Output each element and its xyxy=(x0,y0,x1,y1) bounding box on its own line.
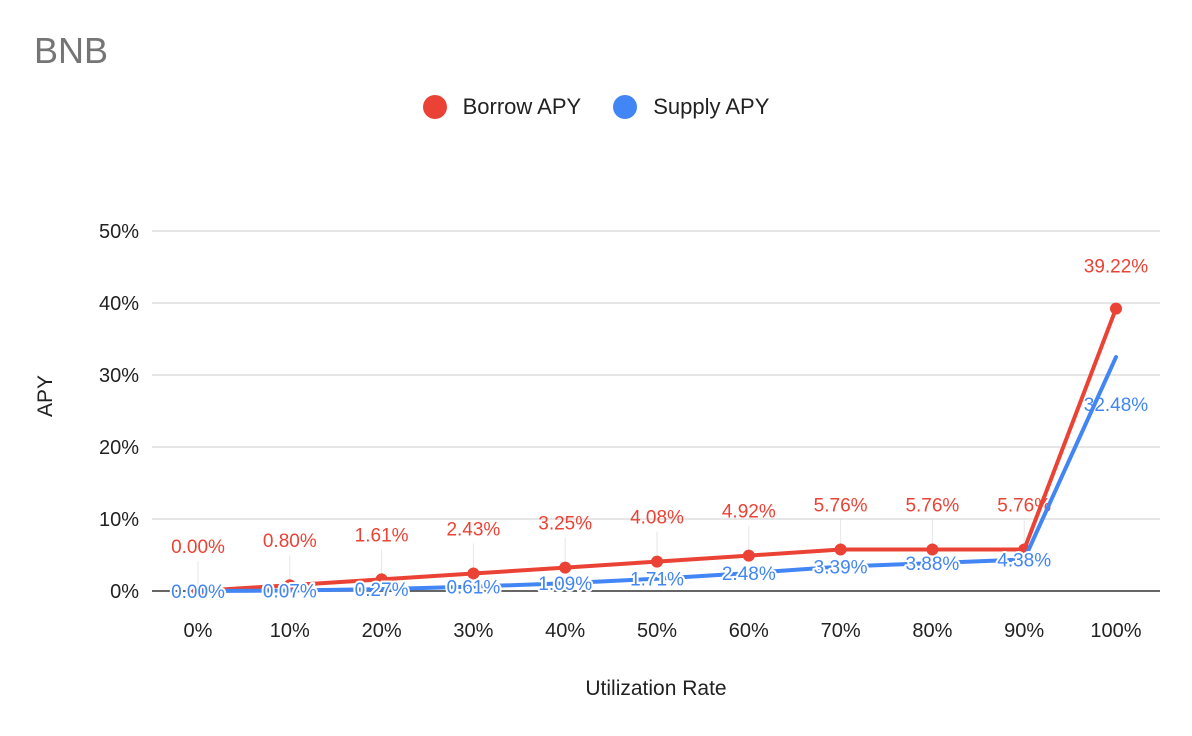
data-label-halo: 1.71% xyxy=(630,570,684,591)
data-label-borrow: 4.08% xyxy=(630,508,684,529)
data-label-halo: 3.39% xyxy=(814,558,868,579)
data-label-supply: 3.39% xyxy=(814,558,868,579)
data-label-borrow: 5.76% xyxy=(814,496,868,517)
data-label-halo: 1.09% xyxy=(538,574,592,595)
legend-swatch-supply xyxy=(613,95,638,119)
data-label-borrow: 5.76% xyxy=(905,496,959,517)
x-tick-label: 10% xyxy=(270,620,310,642)
data-label-supply: 2.48% xyxy=(722,564,776,585)
series-line-supply xyxy=(196,355,1118,593)
x-tick-label: 100% xyxy=(1090,620,1141,642)
x-tick-label: 50% xyxy=(637,620,677,642)
series-borrow: 0.00% 0.80% 1.61% 2.43% 3.25% 4.08% 4.92% 5.76%… xyxy=(171,257,1148,597)
data-label-borrow: 1.61% xyxy=(355,525,409,546)
x-tick-label: 30% xyxy=(453,620,493,642)
y-tick-label: 20% xyxy=(99,437,139,459)
data-point-borrow xyxy=(559,561,572,574)
x-tick-label: 40% xyxy=(545,620,585,642)
gridlines xyxy=(152,230,1160,592)
y-axis-title: APY xyxy=(34,375,57,417)
y-tick-label: 30% xyxy=(99,365,139,387)
y-tick-label: 10% xyxy=(99,509,139,531)
legend-item-borrow[interactable]: Borrow APY xyxy=(422,94,582,120)
data-label-halo: 0.61% xyxy=(446,578,500,599)
data-label-supply: 1.71% xyxy=(630,570,684,591)
data-label-halo: 0.27% xyxy=(355,580,409,601)
data-label-supply: 0.61% xyxy=(446,578,500,599)
data-label-borrow: 4.92% xyxy=(722,502,776,523)
data-label-supply: 0.27% xyxy=(355,580,409,601)
data-label-borrow: 2.43% xyxy=(446,520,500,541)
data-label-halo: 3.88% xyxy=(905,554,959,575)
series-supply: 0.00%0.00% 0.07%0.07% 0.27%0.27% 0.61%0.61%… xyxy=(169,355,1149,605)
data-label-halo: 0.00% xyxy=(171,582,225,603)
data-point-borrow xyxy=(1110,302,1122,315)
data-label-halo: 4.38% xyxy=(997,550,1051,571)
x-tick-label: 0% xyxy=(184,620,213,642)
y-tick-label: 40% xyxy=(99,293,139,315)
data-label-borrow: 3.25% xyxy=(538,514,592,535)
data-label-borrow: 0.80% xyxy=(263,531,317,552)
x-axis: 0% 10% 20% 30% 40% 50% 60% 70% 80% 90% 100% xyxy=(184,620,1142,642)
x-axis-title: Utilization Rate xyxy=(585,677,726,700)
chart-title: BNB xyxy=(34,30,109,71)
data-label-halo: 0.07% xyxy=(263,581,317,602)
y-tick-label: 0% xyxy=(110,581,139,603)
data-point-borrow xyxy=(651,555,663,568)
x-tick-label: 90% xyxy=(1004,620,1044,642)
data-label-supply: 0.07% xyxy=(263,581,317,602)
data-point-borrow xyxy=(467,567,480,580)
legend-swatch-borrow xyxy=(422,95,447,119)
x-tick-label: 60% xyxy=(729,620,769,642)
data-label-supply: 3.88% xyxy=(905,554,959,575)
x-tick-label: 70% xyxy=(821,620,861,642)
legend: Borrow APY Supply APY xyxy=(0,94,1192,120)
data-label-supply: 32.48% xyxy=(1084,395,1149,416)
data-point-borrow xyxy=(926,543,939,556)
data-label-borrow: 0.00% xyxy=(171,537,225,558)
legend-item-supply[interactable]: Supply APY xyxy=(613,94,769,120)
legend-label-supply: Supply APY xyxy=(653,94,770,119)
data-label-halo: 2.48% xyxy=(722,564,776,585)
y-tick-label: 50% xyxy=(99,221,139,243)
y-axis: 0% 10% 20% 30% 40% 50% xyxy=(99,221,139,603)
data-point-borrow xyxy=(283,579,296,592)
data-label-borrow: 39.22% xyxy=(1084,257,1149,278)
x-tick-label: 80% xyxy=(912,620,952,642)
data-label-supply: 0.00% xyxy=(171,582,225,603)
data-point-borrow xyxy=(834,543,847,556)
data-label-supply: 4.38% xyxy=(997,550,1051,571)
data-label-supply: 1.09% xyxy=(538,574,592,595)
x-tick-label: 20% xyxy=(362,620,402,642)
data-point-borrow xyxy=(742,549,755,562)
data-point-borrow xyxy=(375,573,388,586)
legend-label-borrow: Borrow APY xyxy=(462,94,582,119)
data-label-borrow: 5.76% xyxy=(997,496,1051,517)
